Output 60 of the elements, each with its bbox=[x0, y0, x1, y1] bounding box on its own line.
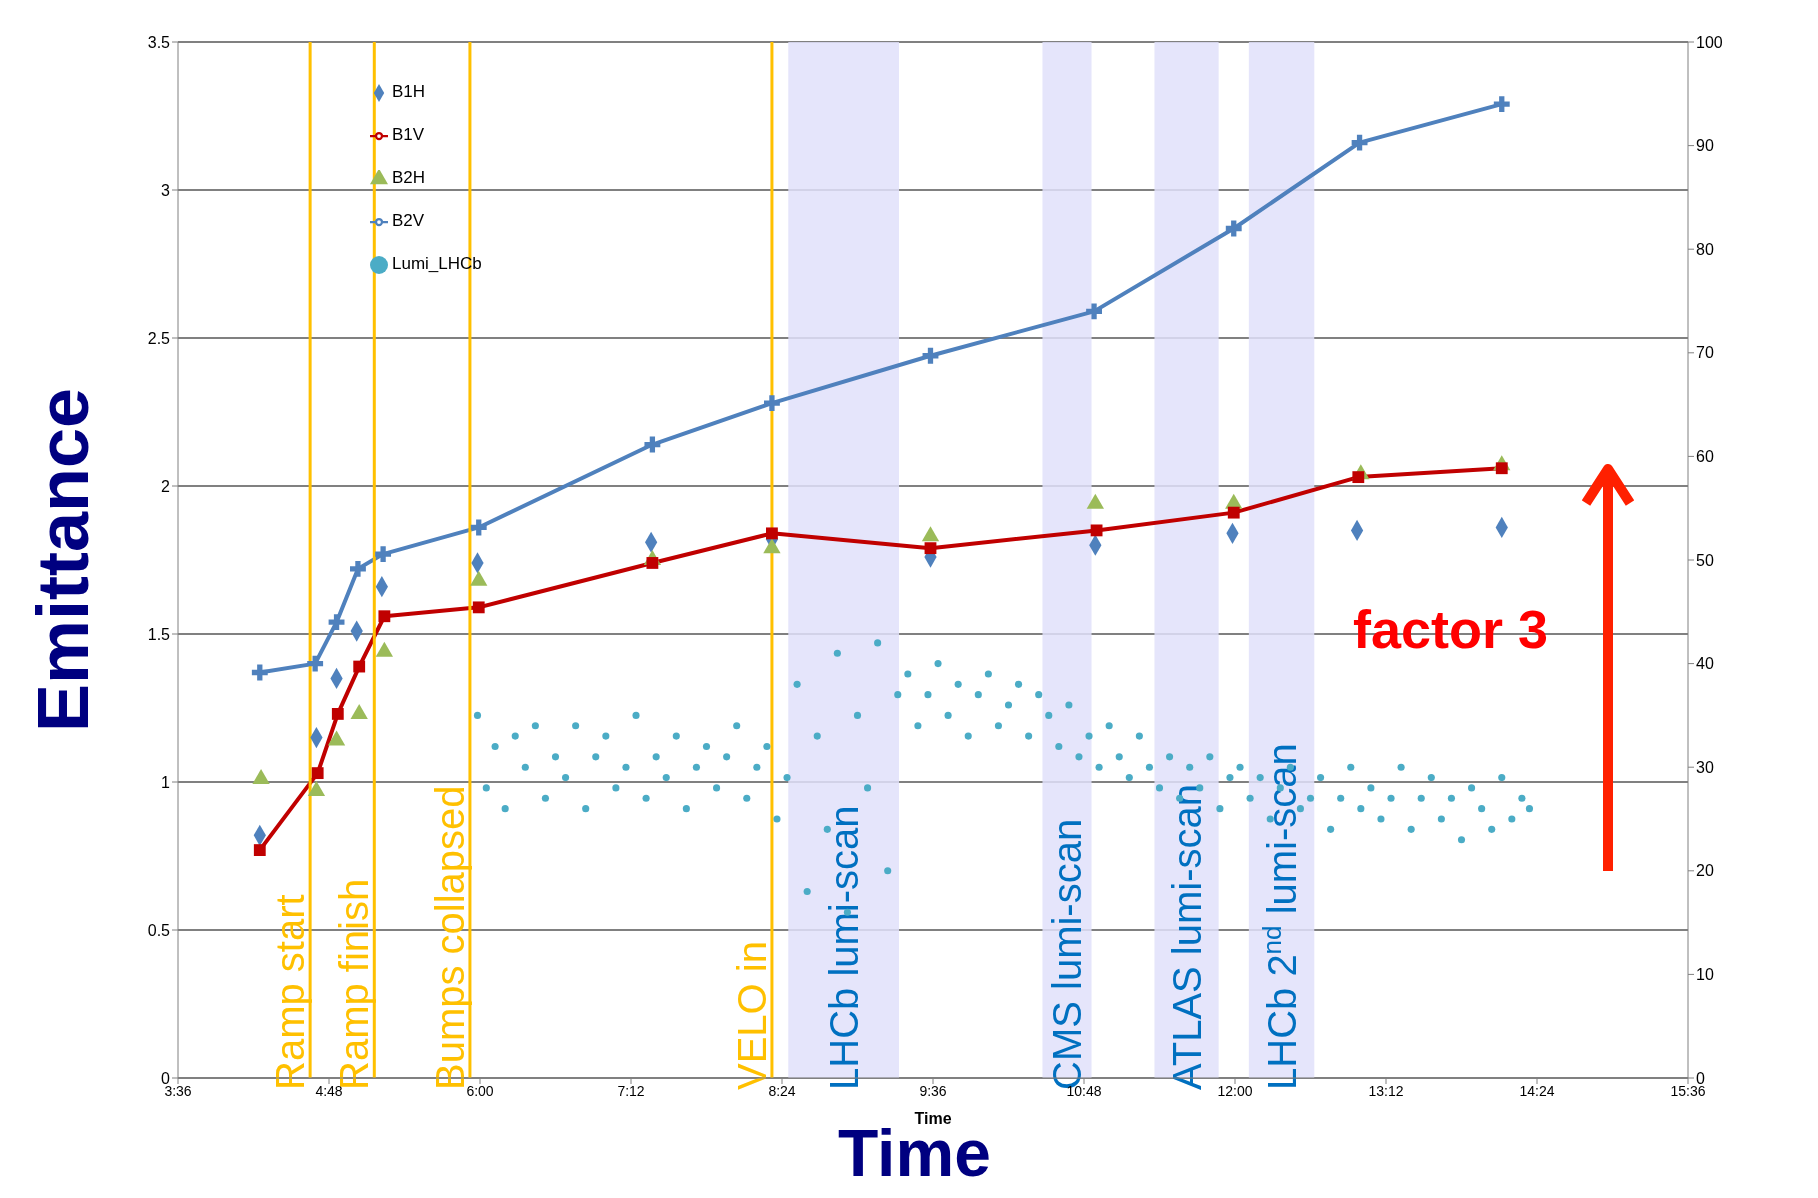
x-tick-label: 12:00 bbox=[1217, 1082, 1253, 1099]
x-tick-label: 9:36 bbox=[919, 1082, 947, 1099]
point bbox=[311, 767, 324, 780]
x-axis-title: Time bbox=[914, 1110, 952, 1127]
point bbox=[1086, 303, 1102, 320]
point bbox=[1090, 524, 1103, 537]
y2-tick-label: 90 bbox=[1696, 137, 1714, 155]
point bbox=[644, 436, 661, 453]
y-tick-label: 0 bbox=[161, 1069, 171, 1087]
legend-label: B1H bbox=[392, 82, 426, 101]
point bbox=[350, 560, 366, 577]
y2-tick-label: 80 bbox=[1696, 240, 1714, 258]
x-tick-label: 7:12 bbox=[617, 1082, 645, 1099]
band-label: LHCb lumi-scan bbox=[821, 805, 866, 1090]
ref-line-label: Ramp start bbox=[268, 894, 313, 1090]
y2-tick-label: 30 bbox=[1696, 758, 1714, 776]
x-tick-label: 8:24 bbox=[768, 1082, 796, 1099]
y-tick-label: 2 bbox=[161, 477, 171, 495]
point bbox=[1227, 506, 1240, 519]
point bbox=[353, 660, 366, 673]
y-axis-title: Emittance bbox=[23, 387, 103, 733]
band-label: ATLAS lumi-scan bbox=[1164, 783, 1209, 1090]
y-tick-label: 2.5 bbox=[147, 329, 171, 347]
point bbox=[766, 527, 778, 540]
point bbox=[252, 769, 270, 785]
point bbox=[470, 519, 487, 536]
annotation: factor 3 bbox=[1353, 598, 1549, 660]
point bbox=[328, 614, 345, 631]
point bbox=[1351, 134, 1368, 151]
point bbox=[307, 655, 324, 672]
y2-tick-label: 100 bbox=[1696, 33, 1723, 51]
point bbox=[375, 546, 392, 563]
x-tick-label: 6:00 bbox=[466, 1082, 494, 1099]
legend-label: B1V bbox=[392, 125, 425, 144]
y2-tick-label: 50 bbox=[1696, 551, 1714, 569]
legend-label: B2V bbox=[392, 211, 425, 230]
x-tick-label: 13:12 bbox=[1368, 1082, 1404, 1099]
y-tick-label: 3.5 bbox=[147, 33, 171, 51]
point bbox=[251, 664, 268, 681]
point bbox=[764, 395, 780, 412]
point bbox=[1493, 96, 1510, 113]
legend-label: B2H bbox=[392, 168, 426, 187]
y2-tick-label: 40 bbox=[1696, 655, 1714, 673]
y2-tick-label: 60 bbox=[1696, 448, 1714, 466]
point bbox=[331, 708, 344, 720]
y-tick-label: 1 bbox=[161, 773, 171, 791]
y2-tick-label: 10 bbox=[1696, 966, 1714, 984]
point bbox=[253, 844, 266, 856]
point bbox=[472, 601, 485, 614]
point bbox=[922, 347, 939, 364]
point bbox=[1225, 220, 1242, 237]
x-tick-label: 14:24 bbox=[1519, 1082, 1555, 1099]
point bbox=[924, 542, 937, 555]
y-tick-label: 0.5 bbox=[147, 921, 171, 939]
y-tick-label: 1.5 bbox=[147, 625, 171, 643]
y2-tick-label: 0 bbox=[1696, 1069, 1705, 1087]
point bbox=[378, 610, 391, 623]
y2-tick-label: 20 bbox=[1696, 862, 1714, 880]
y2-tick-label: 70 bbox=[1696, 344, 1714, 362]
y-tick-label: 3 bbox=[161, 181, 171, 199]
